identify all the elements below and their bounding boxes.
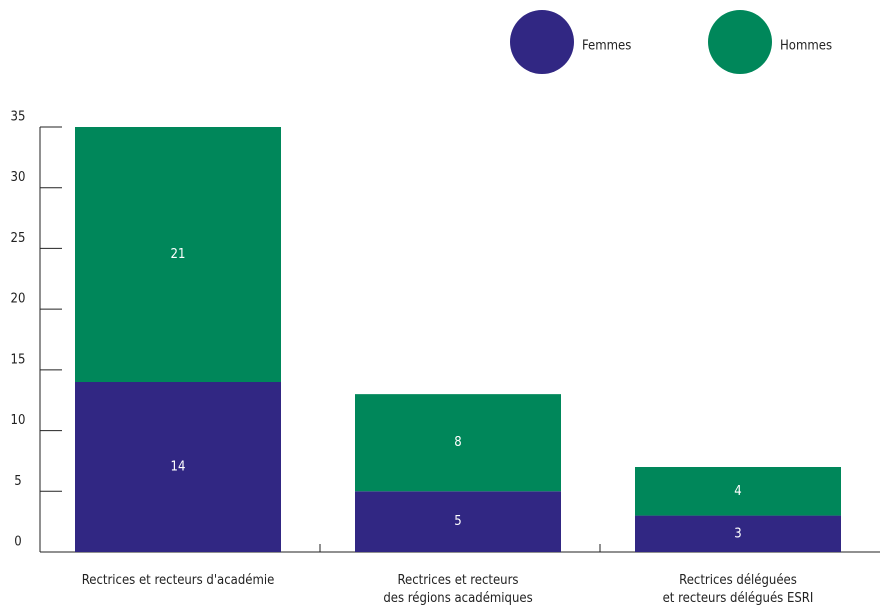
y-tick-label: 30	[11, 170, 26, 185]
x-tick-label: Rectrices et recteurs d'académie	[81, 573, 275, 588]
y-tick-label: 35	[11, 110, 26, 125]
bar-segment	[635, 515, 841, 552]
legend-swatch	[510, 10, 574, 74]
value-label: 8	[454, 435, 461, 450]
value-label: 21	[171, 247, 186, 262]
bar-segment	[355, 491, 561, 552]
bar-segment	[75, 127, 281, 382]
y-tick-label: 5	[14, 474, 21, 489]
legend-label: Hommes	[780, 39, 832, 54]
y-tick-label: 0	[14, 535, 21, 550]
bar-segment	[75, 382, 281, 552]
y-tick-label: 25	[11, 231, 26, 246]
value-label: 3	[734, 526, 741, 541]
value-label: 4	[734, 484, 741, 499]
value-label: 14	[171, 460, 186, 475]
legend-label: Femmes	[582, 39, 631, 54]
y-tick-label: 10	[11, 413, 26, 428]
bar-segment	[355, 394, 561, 492]
value-label: 5	[454, 514, 461, 529]
bar-segment	[635, 467, 841, 516]
x-tick-label: Rectrices déléguées et recteurs délégués…	[662, 573, 814, 606]
x-tick-label: Rectrices et recteurs des régions académ…	[383, 573, 533, 606]
legend-swatch	[708, 10, 772, 74]
y-tick-label: 20	[11, 292, 26, 307]
y-tick-label: 15	[11, 352, 26, 367]
